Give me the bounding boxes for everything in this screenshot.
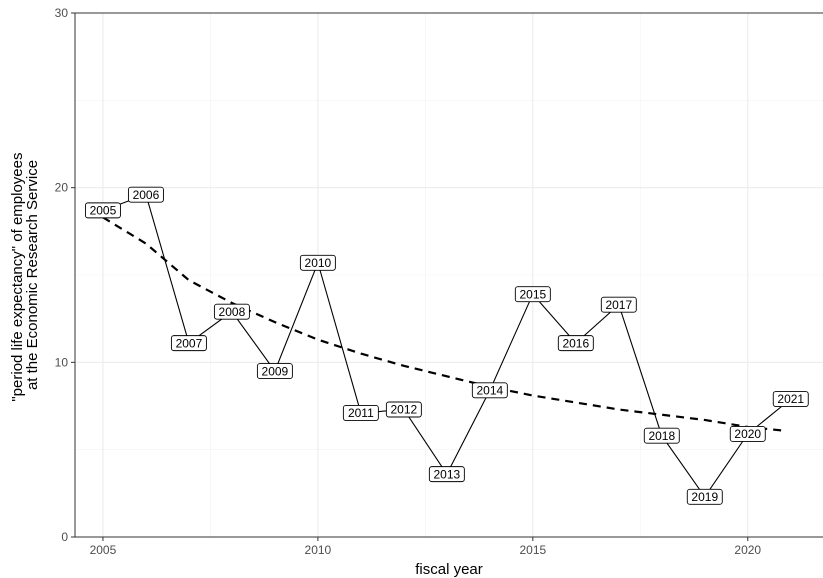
point-label: 2008 bbox=[213, 303, 250, 320]
point-label-box bbox=[686, 488, 723, 505]
point-label-text: 2017 bbox=[605, 298, 632, 312]
point-label-box bbox=[600, 296, 637, 313]
point-label-box bbox=[514, 286, 551, 303]
y-axis-title: "period life expectancy" of employees at… bbox=[9, 148, 41, 401]
point-label-text: 2007 bbox=[176, 336, 203, 350]
point-label-box bbox=[256, 363, 293, 380]
point-label-text: 2020 bbox=[734, 427, 761, 441]
trend-layer bbox=[102, 216, 783, 432]
x-tick-labels: 2005 2010 2015 2020 bbox=[90, 543, 762, 557]
point-label: 2014 bbox=[471, 382, 508, 399]
label-layer: 2005 2006 2007 2008 2009 2010 2011 2012 2013 2014… bbox=[84, 186, 809, 505]
point-label: 2012 bbox=[385, 401, 422, 418]
point-label-box bbox=[170, 335, 207, 352]
point-label: 2015 bbox=[514, 286, 551, 303]
point-label-box bbox=[428, 466, 465, 483]
point-label-text: 2010 bbox=[305, 256, 332, 270]
point-label-text: 2006 bbox=[133, 188, 160, 202]
point-label-text: 2005 bbox=[90, 204, 117, 218]
point-label: 2005 bbox=[84, 202, 121, 219]
point-label: 2021 bbox=[772, 391, 809, 407]
point-label: 2011 bbox=[342, 405, 379, 421]
y-tick-labels: 0 10 20 30 bbox=[55, 6, 69, 544]
point-label-box bbox=[557, 335, 594, 352]
point-label: 2007 bbox=[170, 335, 207, 352]
point-label-box bbox=[729, 425, 766, 442]
point-label: 2006 bbox=[127, 186, 164, 203]
point-label-box bbox=[213, 303, 250, 320]
point-label-box bbox=[471, 382, 508, 399]
point-label: 2016 bbox=[557, 335, 594, 352]
point-label: 2017 bbox=[600, 296, 637, 313]
point-label: 2013 bbox=[428, 466, 465, 483]
point-label-box bbox=[772, 391, 809, 407]
point-label-box bbox=[84, 202, 121, 219]
point-label-text: 2011 bbox=[348, 406, 374, 420]
point-label-text: 2016 bbox=[562, 336, 589, 350]
axes bbox=[71, 12, 823, 541]
y-axis-title-line-2: at the Economic Research Service bbox=[24, 160, 41, 390]
y-axis-title-line-1: "period life expectancy" of employees bbox=[9, 153, 26, 402]
x-tick-label: 2015 bbox=[519, 543, 546, 557]
grid-minor bbox=[75, 13, 823, 537]
point-label-box bbox=[299, 254, 336, 271]
point-label-box bbox=[385, 401, 422, 418]
x-axis-title: fiscal year bbox=[415, 561, 483, 578]
point-label-text: 2014 bbox=[476, 383, 503, 397]
point-label: 2018 bbox=[643, 427, 680, 444]
point-label-box bbox=[643, 427, 680, 444]
point-label-text: 2013 bbox=[433, 467, 460, 481]
point-label: 2010 bbox=[299, 254, 336, 271]
point-label-text: 2009 bbox=[262, 364, 289, 378]
x-tick-label: 2005 bbox=[90, 543, 117, 557]
point-label: 2020 bbox=[729, 425, 766, 442]
point-label-text: 2019 bbox=[691, 490, 718, 504]
point-label-box bbox=[342, 405, 379, 421]
point-label-text: 2015 bbox=[519, 287, 546, 301]
y-tick-label: 30 bbox=[55, 6, 69, 20]
x-tick-label: 2020 bbox=[734, 543, 761, 557]
point-label-text: 2018 bbox=[648, 429, 675, 443]
x-tick-label: 2010 bbox=[305, 543, 332, 557]
point-label-box bbox=[127, 186, 164, 203]
y-tick-label: 0 bbox=[61, 530, 68, 544]
y-tick-label: 20 bbox=[55, 181, 69, 195]
trend-line bbox=[102, 216, 783, 432]
point-label-text: 2012 bbox=[391, 403, 418, 417]
point-label-text: 2008 bbox=[219, 305, 246, 319]
y-tick-label: 10 bbox=[55, 355, 69, 369]
point-label: 2009 bbox=[256, 363, 293, 380]
point-label-text: 2021 bbox=[777, 392, 804, 406]
point-label: 2019 bbox=[686, 488, 723, 505]
